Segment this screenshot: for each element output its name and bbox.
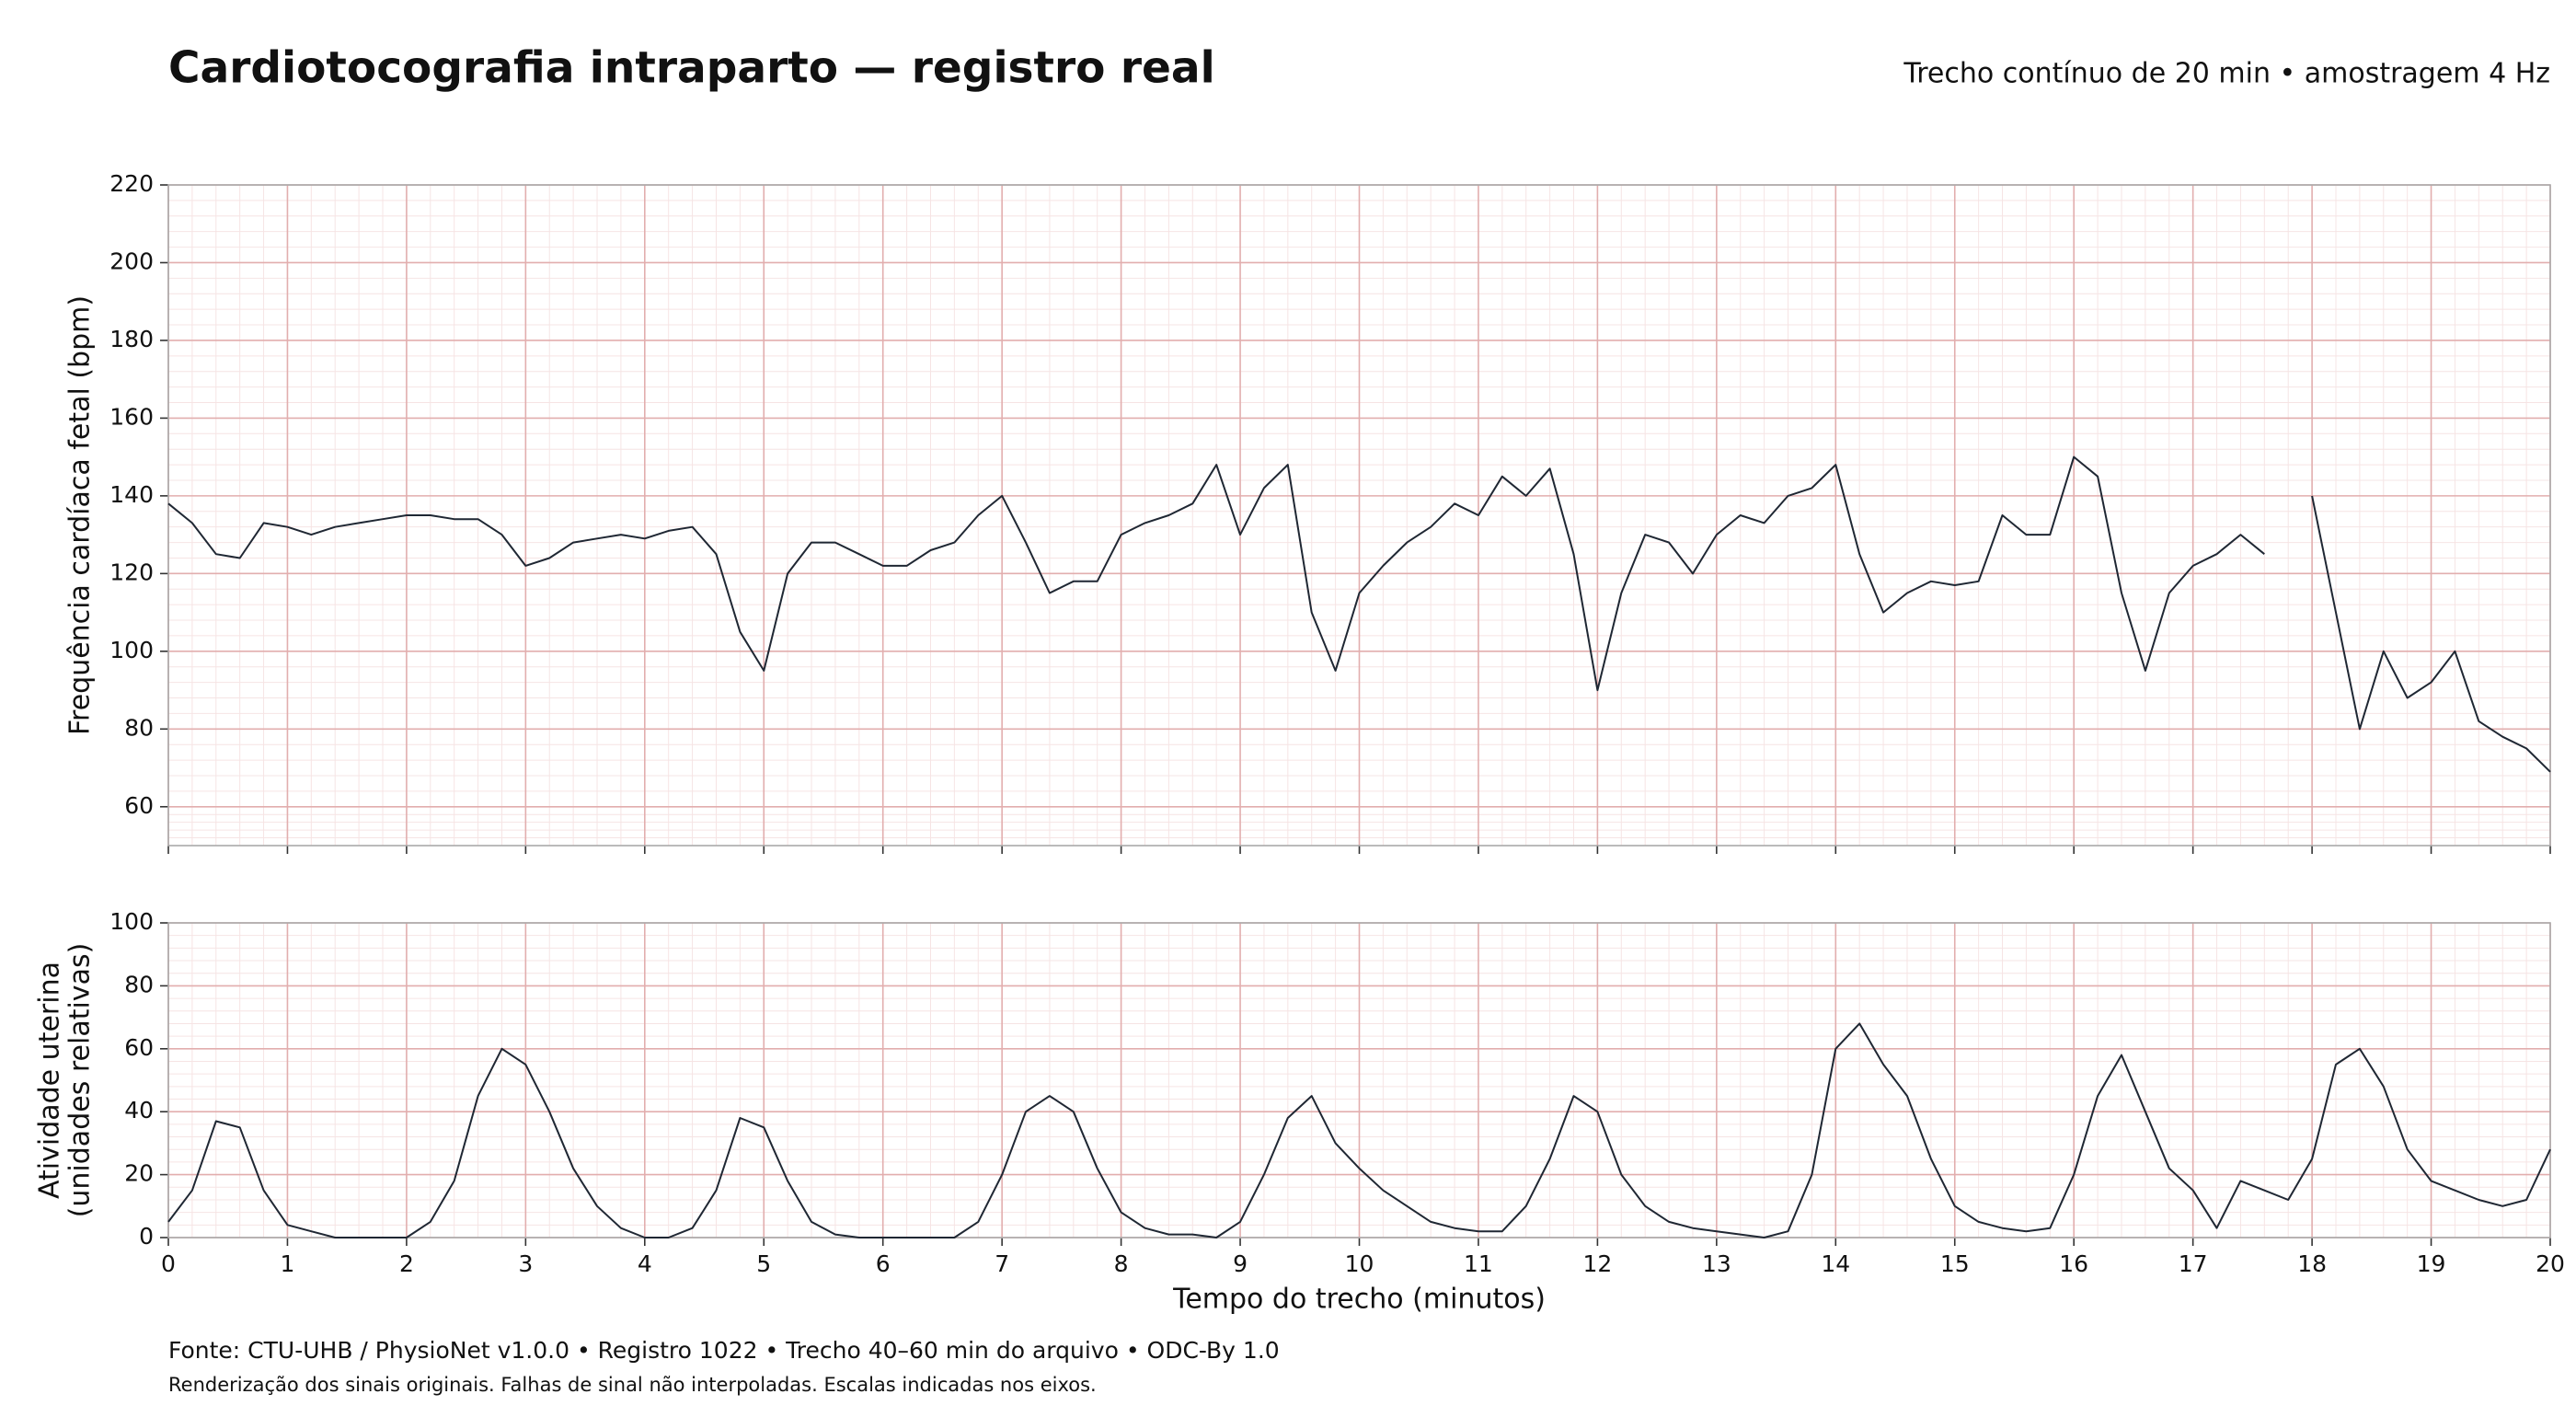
y-tick-label: 80 [124, 971, 154, 997]
signal-line [167, 455, 2551, 773]
y-tick-label: 120 [109, 559, 154, 585]
y-tick-label: 60 [124, 1034, 154, 1061]
x-tick-label: 18 [2297, 1250, 2327, 1277]
y-tick-label: 80 [124, 714, 154, 741]
y-tick-label: 40 [124, 1097, 154, 1123]
x-tick-label: 5 [756, 1250, 771, 1277]
y-tick-label: 100 [109, 908, 154, 935]
y-tick-label: 140 [109, 481, 154, 508]
y-tick-label: 160 [109, 403, 154, 430]
x-tick-label: 13 [1702, 1250, 1731, 1277]
chart-subtitle: Trecho contínuo de 20 min • amostragem 4… [1903, 58, 2550, 90]
plot-frame [167, 922, 2551, 1238]
x-tick-label: 7 [995, 1250, 1009, 1277]
plot-frame [167, 184, 2551, 847]
y-tick-label: 220 [109, 170, 154, 197]
y-tick-label: 0 [139, 1223, 154, 1250]
y-tick-label: 100 [109, 637, 154, 663]
x-tick-label: 8 [1114, 1250, 1129, 1277]
x-tick-label: 3 [518, 1250, 533, 1277]
y-tick-label: 200 [109, 248, 154, 274]
signal-line [167, 1022, 2551, 1238]
y-tick-label: 60 [124, 792, 154, 819]
x-tick-label: 11 [1464, 1250, 1493, 1277]
x-tick-label: 19 [2417, 1250, 2446, 1277]
x-tick-label: 17 [2179, 1250, 2208, 1277]
x-tick-label: 0 [161, 1250, 176, 1277]
x-tick-label: 6 [876, 1250, 891, 1277]
x-tick-label: 15 [1940, 1250, 1970, 1277]
x-tick-label: 20 [2536, 1250, 2565, 1277]
y-axis-label: Frequência cardíaca fetal (bpm) [64, 295, 97, 735]
y-tick-label: 20 [124, 1160, 154, 1187]
x-tick-label: 9 [1233, 1250, 1248, 1277]
x-tick-label: 12 [1582, 1250, 1612, 1277]
y-tick-label: 180 [109, 326, 154, 352]
y-axis-label: (unidades relativas) [64, 943, 97, 1218]
y-axis-label: Atividade uterina [34, 962, 66, 1199]
note: Renderização dos sinais originais. Falha… [168, 1374, 1097, 1396]
x-tick-label: 16 [2059, 1250, 2088, 1277]
x-tick-label: 2 [399, 1250, 414, 1277]
x-axis-label: Tempo do trecho (minutos) [1172, 1284, 1546, 1316]
x-tick-label: 4 [638, 1250, 652, 1277]
x-tick-label: 14 [1821, 1250, 1850, 1277]
x-tick-label: 10 [1345, 1250, 1374, 1277]
chart-title: Cardiotocografia intraparto — registro r… [168, 43, 1215, 94]
source: Fonte: CTU-UHB / PhysioNet v1.0.0 • Regi… [168, 1337, 1280, 1364]
x-tick-label: 1 [280, 1250, 294, 1277]
